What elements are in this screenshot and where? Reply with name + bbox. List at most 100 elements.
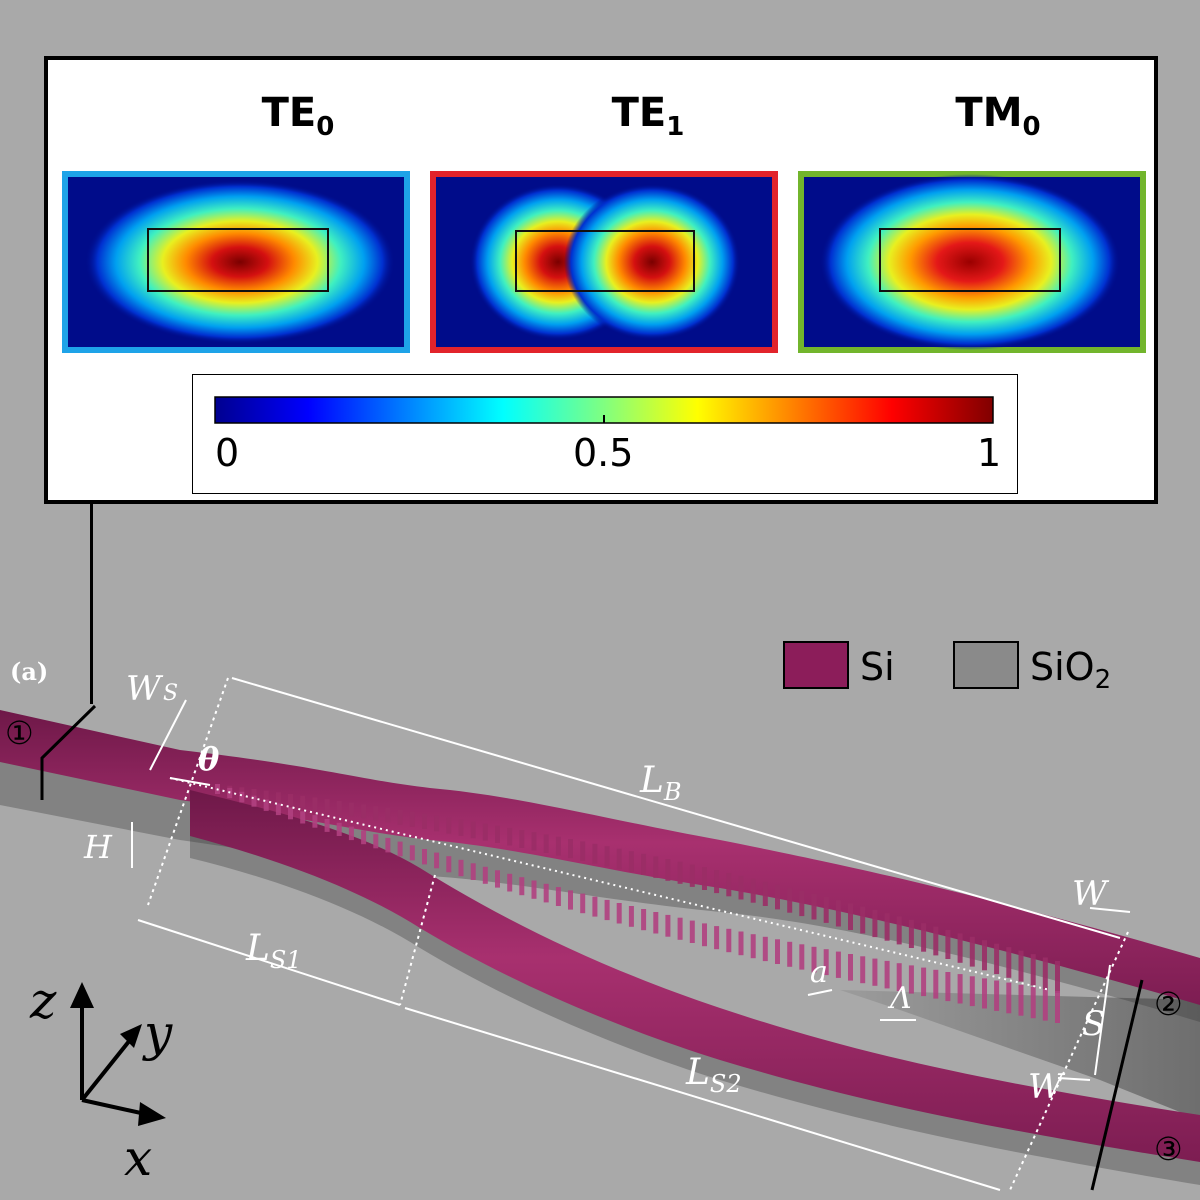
grating-tooth — [762, 936, 768, 962]
axis-y-label: y — [142, 1004, 173, 1062]
grating-tooth — [288, 794, 293, 806]
grating-tooth — [762, 881, 768, 906]
grating-tooth — [543, 883, 549, 903]
grating-tooth — [470, 821, 476, 839]
grating-tooth — [312, 815, 318, 828]
grating-tooth — [470, 863, 476, 880]
grating-tooth — [507, 873, 513, 892]
a-label: a — [810, 955, 828, 990]
grating-tooth — [604, 899, 610, 921]
te0-field-plot — [62, 171, 410, 353]
grating-tooth — [397, 809, 403, 825]
grating-tooth — [361, 830, 367, 845]
lb-label: LB — [639, 760, 682, 806]
grating-tooth — [896, 916, 902, 945]
grating-tooth — [312, 797, 318, 810]
te1-field-plot — [430, 171, 778, 353]
grating-tooth — [933, 969, 939, 999]
grating-tooth — [373, 806, 379, 821]
grating-tooth — [361, 804, 367, 819]
grating-tooth — [385, 837, 391, 853]
grating-tooth — [434, 815, 440, 832]
legend-label-si: Si — [860, 645, 895, 689]
grating-tooth — [738, 875, 744, 900]
grating-tooth — [884, 913, 890, 941]
top-waveguide — [0, 710, 1200, 1005]
port-3-label: ③ — [1154, 1130, 1183, 1168]
axis-triad — [70, 982, 166, 1126]
grating-tooth — [1006, 982, 1012, 1014]
ws-label: WS — [126, 669, 178, 709]
lambda-label: Λ — [887, 981, 912, 1016]
legend-swatch-si — [783, 641, 849, 689]
grating-tooth — [1030, 986, 1036, 1019]
port-2-label: ② — [1154, 985, 1183, 1023]
grating-tooth — [945, 929, 951, 959]
grating-tooth — [702, 923, 707, 947]
grating-tooth — [860, 906, 866, 934]
grating-tooth — [957, 933, 963, 963]
grating-tooth — [702, 867, 707, 890]
grating-tooth — [239, 791, 245, 803]
grating-tooth — [300, 811, 306, 824]
subwavelength-grating — [215, 784, 1060, 1023]
grating-tooth — [787, 887, 793, 913]
mode-title-te1: TE1 — [611, 90, 685, 142]
h-label: H — [83, 828, 113, 866]
mode-profile-tm0 — [798, 171, 1146, 353]
grating-tooth — [592, 896, 598, 917]
grating-tooth — [519, 830, 525, 848]
grating-tooth — [336, 800, 342, 815]
grating-tooth — [251, 789, 257, 800]
grating-tooth — [994, 943, 1000, 975]
grating-tooth — [446, 856, 452, 873]
grating-tooth — [482, 823, 488, 841]
w-top-label: W — [1072, 874, 1110, 914]
grating-tooth — [628, 851, 634, 872]
grating-tooth — [908, 965, 914, 994]
colorbar-tick-1: 1 — [977, 431, 1002, 475]
grating-tooth — [482, 866, 488, 884]
grating-tooth — [750, 878, 756, 903]
grating-tooth — [714, 926, 720, 950]
grating-tooth — [1055, 961, 1060, 993]
grating-tooth — [263, 799, 269, 811]
mode-profile-inset: TE0 TE1 TM0 — [44, 56, 1158, 504]
colorbar-tick-half: 0.5 — [573, 431, 634, 475]
grating-tooth — [653, 912, 659, 934]
port-markers — [40, 704, 1144, 1191]
grating-tooth — [921, 967, 927, 997]
colorbar: 0 0.5 1 — [192, 374, 1018, 494]
grating-tooth — [1030, 954, 1036, 986]
grating-tooth — [823, 949, 829, 976]
grating-tooth — [1055, 991, 1060, 1023]
grating-tooth — [251, 795, 257, 807]
grating-tooth — [1018, 984, 1024, 1016]
grating-tooth — [823, 897, 829, 923]
grating-tooth — [848, 903, 853, 930]
grating-tooth — [568, 839, 573, 859]
grating-tooth — [336, 822, 342, 836]
colorbar-gradient — [214, 396, 994, 424]
grating-tooth — [604, 846, 610, 867]
grating-tooth — [653, 856, 659, 878]
grating-tooth — [409, 811, 415, 827]
grating-tooth — [531, 880, 537, 899]
sio2-gap-region — [840, 990, 1200, 1120]
inset-connector-line — [90, 504, 93, 704]
bottom-waveguide — [190, 790, 1200, 1162]
grating-tooth — [835, 951, 841, 978]
grating-tooth — [373, 834, 379, 849]
legend-label-sio2: SiO2 — [1030, 645, 1111, 695]
grating-tooth — [726, 928, 732, 953]
grating-tooth — [1006, 947, 1012, 978]
grating-tooth — [519, 877, 525, 896]
grating-tooth — [811, 893, 817, 920]
grating-tooth — [787, 941, 793, 967]
grating-tooth — [592, 843, 598, 864]
port-1-label: ① — [5, 714, 34, 752]
grating-tooth — [677, 861, 683, 884]
grating-tooth — [348, 826, 354, 841]
grating-tooth — [982, 940, 987, 971]
